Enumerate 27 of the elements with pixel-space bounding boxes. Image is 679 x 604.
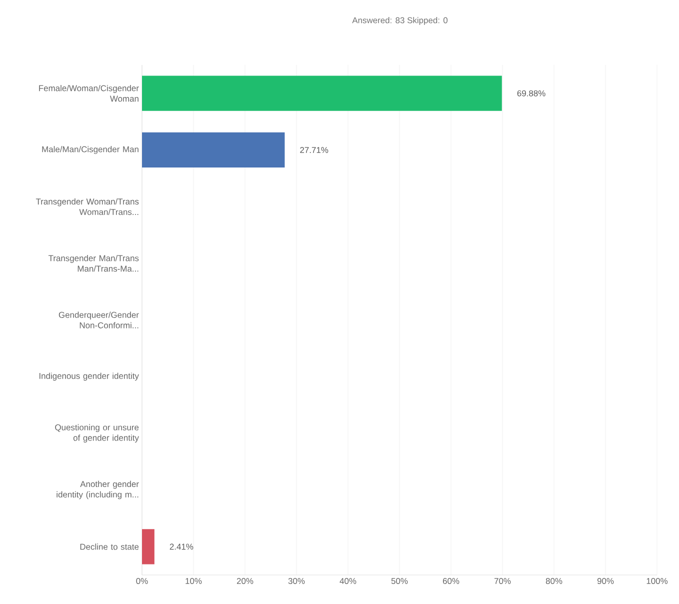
y-tick-label: Questioning or unsure of gender identity <box>55 424 139 442</box>
x-tick-label: 10% <box>186 578 202 584</box>
y-tick-label: Transgender Woman/Trans Woman/Trans... <box>36 198 139 215</box>
x-tick-label: 30% <box>288 578 305 584</box>
x-tick-label: 0% <box>136 578 148 584</box>
bar <box>142 76 502 111</box>
chart-title: Answered: 83 Skipped: 0 <box>352 17 448 25</box>
x-tick-label: 60% <box>442 578 460 584</box>
x-tick-label: 100% <box>646 578 668 584</box>
x-tick-label: 20% <box>236 578 254 584</box>
data-label: 2.41% <box>170 544 194 550</box>
x-tick-label: 80% <box>546 578 562 584</box>
data-label: 69.88% <box>517 90 546 96</box>
y-tick-label: Indigenous gender identity <box>39 372 139 381</box>
y-tick-label: Male/Man/Cisgender Man <box>42 146 138 154</box>
y-tick-label: Another gender identity (including m... <box>56 480 139 500</box>
bar <box>142 529 154 564</box>
y-tick-label: Female/Woman/Cisgender Woman <box>39 84 139 102</box>
y-tick-label: Transgender Man/Trans Man/Trans-Ma... <box>48 254 139 272</box>
y-tick-label: Genderqueer/Gender Non-Conformi... <box>58 312 139 328</box>
x-tick-label: 40% <box>340 578 356 584</box>
bar <box>142 132 285 168</box>
x-tick-label: 70% <box>494 578 511 584</box>
y-tick-label: Decline to state <box>80 544 139 550</box>
x-tick-label: 90% <box>597 578 614 584</box>
data-label: 27.71% <box>300 147 328 153</box>
x-tick-label: 50% <box>391 578 408 584</box>
